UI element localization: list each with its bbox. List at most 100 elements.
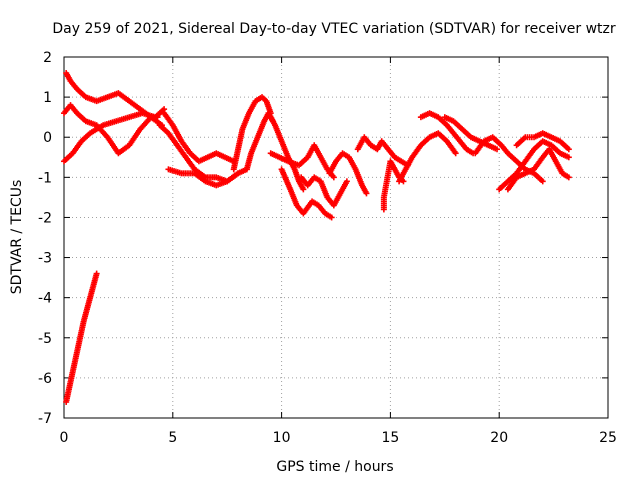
trail-marker bbox=[401, 168, 408, 175]
trail-marker bbox=[564, 153, 571, 160]
trail-marker bbox=[564, 144, 571, 151]
series-track-p bbox=[380, 158, 407, 213]
trail-marker bbox=[538, 177, 545, 184]
trail-marker bbox=[555, 148, 562, 155]
trail-marker bbox=[408, 155, 415, 162]
trail-marker bbox=[102, 94, 109, 101]
series-track-b bbox=[63, 70, 165, 129]
trail-marker bbox=[358, 180, 365, 187]
trail-marker bbox=[271, 120, 278, 127]
trail-marker bbox=[362, 188, 369, 195]
y-tick-label: 0 bbox=[43, 130, 52, 146]
y-tick-label: 2 bbox=[43, 50, 52, 66]
trail-marker bbox=[239, 128, 246, 135]
trail-marker bbox=[455, 136, 462, 143]
trail-marker bbox=[329, 172, 336, 179]
series-track-d bbox=[61, 106, 168, 165]
x-tick-label: 10 bbox=[273, 430, 291, 446]
series-track-a bbox=[63, 270, 100, 405]
series-track-m bbox=[298, 174, 350, 209]
trail-marker bbox=[85, 131, 92, 138]
trail-marker bbox=[323, 164, 330, 171]
trail-marker bbox=[521, 159, 528, 166]
trail-marker bbox=[283, 157, 290, 164]
trail-marker bbox=[181, 152, 188, 159]
trail-marker bbox=[260, 119, 267, 126]
y-tick-label: -1 bbox=[38, 170, 52, 186]
series-track-h bbox=[230, 94, 274, 173]
x-tick-label: 20 bbox=[490, 430, 508, 446]
trail-marker bbox=[492, 145, 499, 152]
series-track-v bbox=[513, 130, 572, 153]
trail-marker bbox=[81, 92, 88, 99]
trail-marker bbox=[332, 160, 339, 167]
trail-marker bbox=[451, 148, 458, 155]
series-track-t bbox=[472, 134, 546, 185]
y-tick-label: -4 bbox=[38, 291, 52, 307]
trail-marker bbox=[449, 128, 456, 135]
x-tick-label: 5 bbox=[168, 430, 177, 446]
trail-marker bbox=[245, 111, 252, 118]
trail-marker bbox=[124, 114, 131, 121]
trail-marker bbox=[98, 123, 105, 130]
chart-title: Day 259 of 2021, Sidereal Day-to-day VTE… bbox=[52, 21, 616, 37]
trail-marker bbox=[277, 136, 284, 143]
trail-marker bbox=[316, 152, 323, 159]
trail-marker bbox=[93, 272, 100, 279]
y-tick-label: -2 bbox=[38, 210, 52, 226]
trail-marker bbox=[546, 133, 553, 140]
x-axis-label: GPS time / hours bbox=[276, 459, 393, 475]
trail-marker bbox=[466, 132, 473, 139]
trail-marker bbox=[293, 200, 300, 207]
trail-marker bbox=[336, 192, 343, 199]
trail-marker bbox=[351, 164, 358, 171]
trail-marker bbox=[383, 144, 390, 151]
trail-marker bbox=[433, 113, 440, 120]
x-tick-labels: 0 5 10 15 20 25 bbox=[60, 430, 617, 446]
series-track-f bbox=[161, 110, 237, 165]
y-tick-labels: -7 -6 -5 -4 -3 -2 -1 0 1 2 bbox=[38, 50, 52, 427]
trail-marker bbox=[233, 171, 240, 178]
trail-marker bbox=[202, 155, 209, 162]
trail-marker bbox=[520, 171, 527, 178]
trail-marker bbox=[124, 96, 131, 103]
y-tick-label: -7 bbox=[38, 411, 52, 427]
trail-marker bbox=[189, 170, 196, 177]
trail-marker bbox=[303, 155, 310, 162]
trail-marker bbox=[528, 134, 535, 141]
trail-marker bbox=[286, 184, 293, 191]
x-tick-label: 15 bbox=[381, 430, 399, 446]
trail-marker bbox=[555, 137, 562, 144]
series-track-w bbox=[504, 146, 572, 193]
series-track-u bbox=[496, 138, 572, 193]
trail-marker bbox=[177, 136, 184, 143]
x-tick-label: 25 bbox=[599, 430, 617, 446]
trail-marker bbox=[81, 116, 88, 123]
y-tick-label: 1 bbox=[43, 90, 52, 106]
y-axis-label: SDTVAR / TECUs bbox=[9, 180, 25, 295]
trail-marker bbox=[66, 76, 73, 83]
series-track-k bbox=[267, 142, 337, 181]
trail-marker bbox=[135, 104, 142, 111]
trail-marker bbox=[84, 304, 91, 311]
trail-marker bbox=[274, 153, 281, 160]
trail-marker bbox=[173, 140, 180, 147]
trail-marker bbox=[390, 164, 397, 171]
series-track-q bbox=[396, 130, 459, 185]
series-track-o bbox=[354, 134, 411, 169]
trail-marker bbox=[88, 288, 95, 295]
trail-marker bbox=[342, 180, 349, 187]
trail-marker bbox=[111, 118, 118, 125]
series-track-c bbox=[61, 102, 161, 157]
trail-marker bbox=[448, 117, 455, 124]
trail-marker bbox=[261, 96, 268, 103]
trail-marker bbox=[299, 184, 306, 191]
trail-marker bbox=[91, 121, 98, 128]
trail-marker bbox=[327, 213, 334, 220]
trail-marker bbox=[222, 179, 229, 186]
trail-marker bbox=[323, 192, 330, 199]
x-tick-label: 0 bbox=[60, 430, 69, 446]
trail-marker bbox=[551, 156, 558, 163]
series-track-r bbox=[417, 110, 477, 157]
y-tick-label: -3 bbox=[38, 251, 52, 267]
